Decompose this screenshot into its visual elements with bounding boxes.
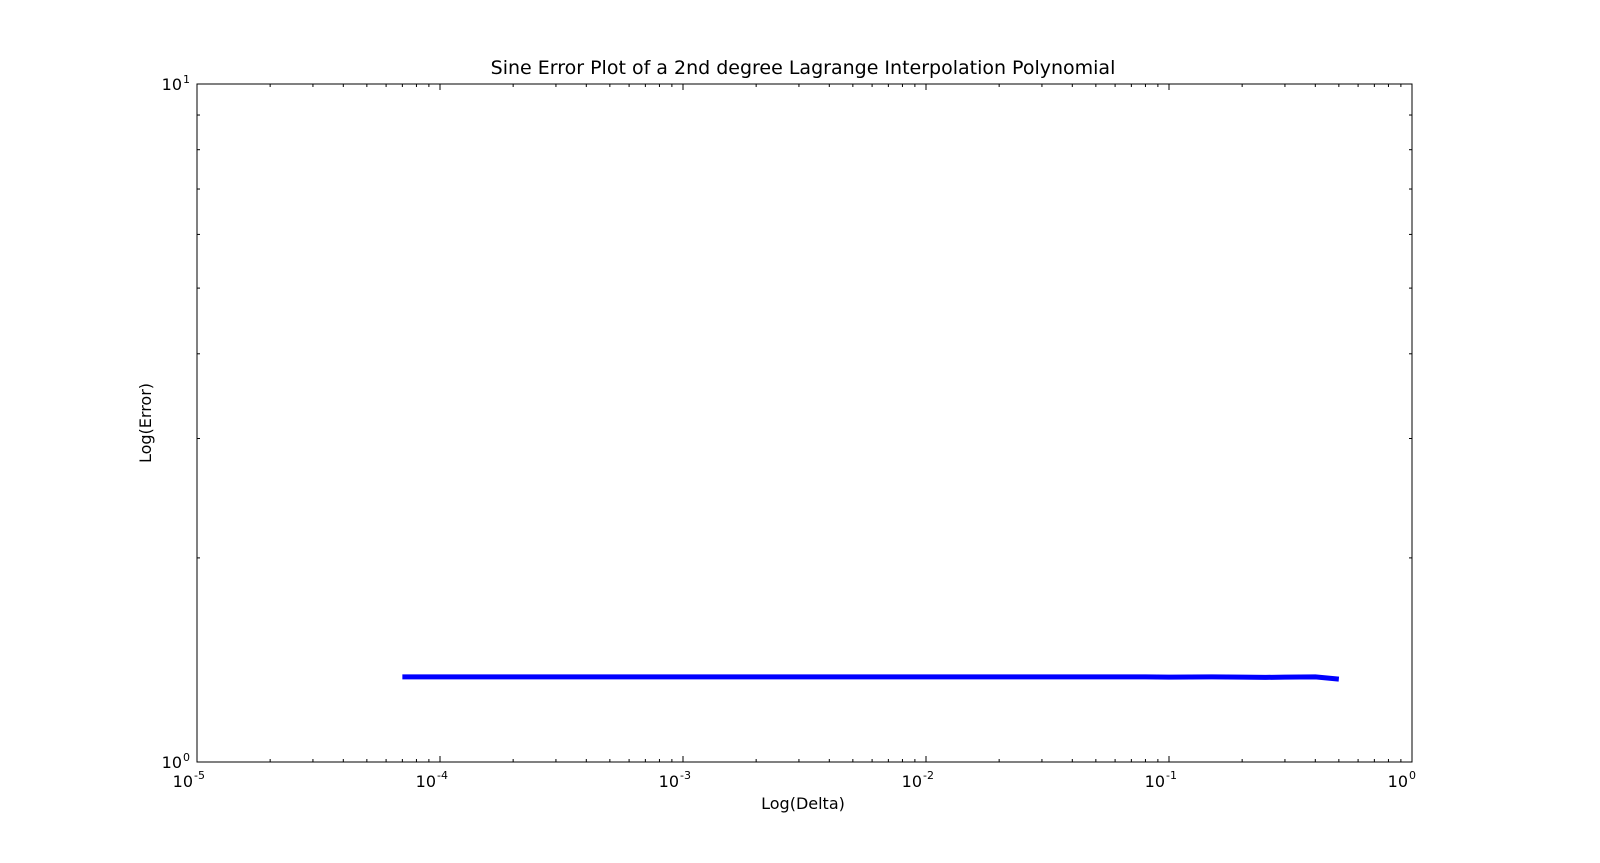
x-tick-labels: 10 -5 10 -4 10 -3 10 -2 10 -1 10 0 (173, 769, 1416, 791)
x-tick-label: 10 -1 (1145, 769, 1177, 791)
x-tick-label-exponent: -5 (194, 769, 205, 782)
y-axis-label: Log(Error) (136, 383, 155, 463)
x-tick-label-base: 10 (902, 772, 922, 791)
x-tick-label-base: 10 (1145, 772, 1165, 791)
x-tick-label: 10 -2 (902, 769, 934, 791)
x-tick-label-base: 10 (1388, 772, 1408, 791)
x-tick-label-exponent: 0 (1409, 769, 1416, 782)
x-tick-label-exponent: -3 (680, 769, 691, 782)
x-axis-label: Log(Delta) (761, 794, 845, 813)
y-tick-label: 10 0 (162, 751, 190, 772)
x-tick-label: 10 -4 (416, 769, 448, 791)
x-tick-label-base: 10 (659, 772, 679, 791)
y-tick-label: 10 1 (162, 73, 190, 94)
x-tick-label-exponent: -4 (437, 769, 448, 782)
y-tick-label-base: 10 (162, 753, 182, 772)
x-tick-label-base: 10 (173, 772, 193, 791)
series-layer (402, 674, 1340, 682)
plot-frame (196, 83, 1413, 763)
y-tick-label-exponent: 1 (183, 73, 190, 86)
minor-ticks (197, 84, 1412, 762)
y-tick-label-exponent: 0 (183, 751, 190, 764)
x-tick-label-base: 10 (416, 772, 436, 791)
x-tick-label: 10 0 (1388, 769, 1416, 791)
major-ticks (196, 83, 1413, 763)
chart-title: Sine Error Plot of a 2nd degree Lagrange… (491, 57, 1116, 79)
x-tick-label-exponent: -1 (1166, 769, 1177, 782)
x-tick-label: 10 -5 (173, 769, 205, 791)
y-tick-label-base: 10 (162, 75, 182, 94)
x-tick-label: 10 -3 (659, 769, 691, 791)
series-line-1 (402, 674, 1340, 682)
x-tick-label-exponent: -2 (923, 769, 934, 782)
